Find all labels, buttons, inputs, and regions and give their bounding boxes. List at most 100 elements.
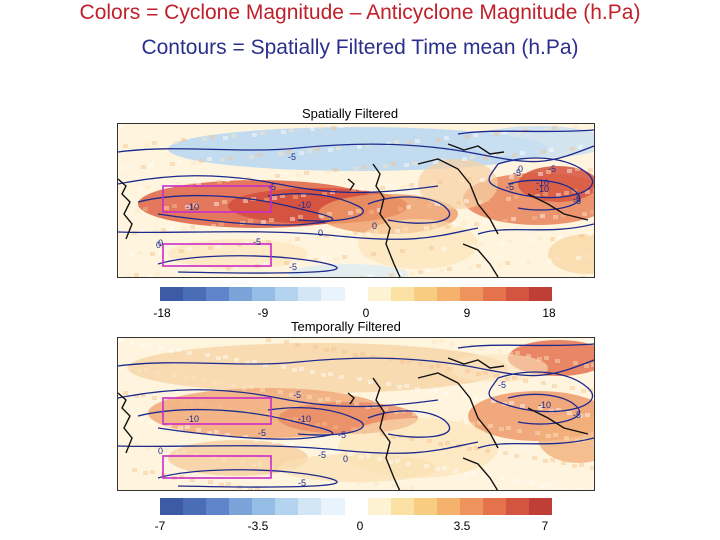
contour-line (267, 192, 364, 222)
colorbar-swatch (529, 287, 553, 301)
coastline (118, 392, 133, 454)
contour-label: 0 (518, 164, 523, 174)
region-box (162, 243, 272, 267)
map-canvas: -5 -10 -10 -5 0 -5 -5 -10 -5 -5 0 -5 (118, 338, 594, 490)
region-box (162, 455, 272, 479)
contour-label: -10 (536, 184, 549, 194)
contour-line (477, 437, 594, 449)
panel1-tick: -18 (153, 306, 171, 320)
panel2-colorbar (160, 498, 553, 515)
contour-label: 0 (158, 446, 163, 456)
colorbar-swatch (206, 498, 230, 515)
panel1-colorbar (160, 287, 553, 301)
contour-line (488, 157, 594, 199)
panel2-map: -5 -10 -10 -5 0 -5 -5 -10 -5 -5 0 -5 (117, 337, 595, 491)
contour-label: -10 (536, 178, 549, 188)
colorbar-swatch (252, 498, 276, 515)
colorbar-swatch (275, 498, 299, 515)
colorbar-swatch (321, 498, 345, 515)
contour-label: -5 (289, 262, 297, 272)
contour-label: -5 (573, 410, 581, 420)
colorbar-swatch (160, 498, 184, 515)
figure-title-line2: Contours = Spatially Filtered Time mean … (141, 36, 579, 59)
colorbar-swatch (183, 498, 207, 515)
contour-label: 0 (372, 221, 377, 231)
colorbar-swatch (229, 287, 253, 301)
coastline (447, 357, 505, 369)
colorbar-swatch (482, 287, 506, 301)
coastline (417, 372, 499, 449)
coastline (372, 163, 401, 277)
panel1-title: Spatially Filtered (302, 106, 399, 121)
colorbar-swatch (459, 498, 483, 515)
panel2-tick: 7 (541, 519, 549, 533)
shading-area (168, 440, 308, 476)
region-box (162, 397, 272, 425)
colorbar-swatch (367, 498, 391, 515)
contour-label: 0 (343, 454, 348, 464)
coastline (527, 193, 589, 221)
shading-area (358, 219, 478, 269)
contour-line (118, 143, 594, 163)
colorbar-swatch (482, 498, 506, 515)
coastline (347, 178, 355, 191)
coastline (118, 178, 133, 240)
contour-line (488, 371, 594, 413)
panel2-tick: -7 (154, 519, 166, 533)
panel1-tick: 18 (542, 306, 556, 320)
contour-line (457, 343, 594, 349)
contour-line (507, 393, 581, 425)
coastline (447, 143, 505, 155)
panel2-tick: 3.5 (453, 519, 471, 533)
panel2-tick: 0 (356, 519, 364, 533)
contour-line (118, 389, 439, 408)
shading-area (278, 454, 438, 482)
figure-title-line1: Colors = Cyclone Magnitude – Anticyclone… (79, 1, 641, 24)
colorbar-swatch (344, 287, 368, 301)
contour-label: -5 (573, 196, 581, 206)
shading-area (538, 413, 594, 463)
contour-line (118, 227, 479, 240)
contour-label: -5 (498, 380, 506, 390)
contour-label: -10 (298, 414, 311, 424)
colorbar-swatch (413, 287, 437, 301)
panel1-map: -5 -5 -10 -10 -5 0 -5 0 -5 0 -10 -5 -10 -5 -5 0 0 -5 (117, 123, 595, 278)
contour-line (477, 223, 594, 235)
colorbar-swatch (160, 287, 184, 301)
shading-area (288, 264, 408, 277)
coastline (462, 457, 499, 490)
contour-label: 0 (156, 240, 161, 250)
shading-area (168, 239, 308, 269)
contour-line (367, 196, 451, 224)
contour-label: -5 (258, 428, 266, 438)
colorbar-swatch (344, 498, 368, 515)
contour-label: -10 (538, 400, 551, 410)
colorbar-swatch (390, 498, 414, 515)
colorbar-swatch (505, 287, 529, 301)
colorbar-swatch (252, 287, 276, 301)
colorbar-swatch (436, 287, 460, 301)
colorbar-swatch (229, 498, 253, 515)
contour-line (157, 255, 338, 274)
contour-label: -5 (268, 182, 276, 192)
contour-label: -5 (318, 450, 326, 460)
contour-line (267, 406, 364, 436)
contour-label: -5 (513, 168, 521, 178)
contour-label: -5 (573, 194, 581, 204)
contour-line (118, 357, 594, 377)
shading-area (518, 166, 594, 202)
region-box (162, 185, 272, 213)
contour-line (137, 194, 334, 226)
colorbar-swatch (321, 287, 345, 301)
contour-label: 0 (318, 228, 323, 238)
shading-area (548, 234, 594, 274)
contour-label: 0 (158, 238, 163, 248)
panel2-title: Temporally Filtered (291, 319, 401, 334)
contour-line (507, 179, 581, 211)
colorbar-swatch (505, 498, 529, 515)
contour-label: -10 (186, 414, 199, 424)
colorbar-swatch (367, 287, 391, 301)
map-canvas: -5-5-10 -10-50-50-50-10-5-10-5-500-5 (118, 124, 594, 277)
colorbar-swatch (183, 287, 207, 301)
contour-label: -10 (298, 200, 311, 210)
